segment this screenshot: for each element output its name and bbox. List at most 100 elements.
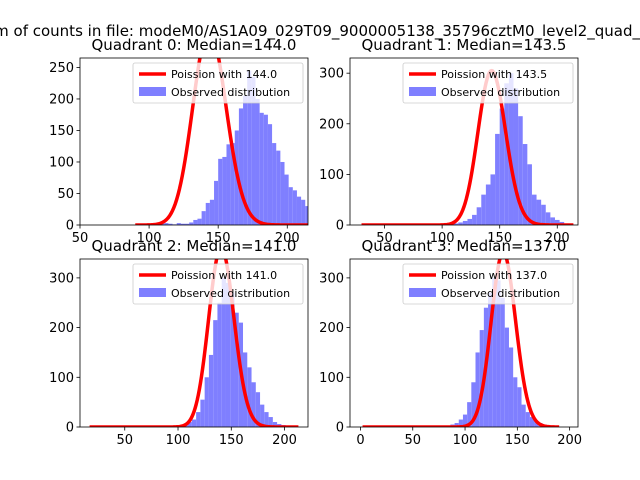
legend-label-observed: Observed distribution (171, 86, 290, 99)
histogram-bar (209, 199, 215, 225)
y-tick-label: 0 (336, 219, 344, 234)
histogram-bar (255, 98, 260, 225)
legend-label-poisson: Poission with 143.5 (441, 68, 547, 81)
histogram-bar (185, 223, 190, 225)
histogram-bar (462, 220, 468, 225)
y-tick-label: 50 (57, 187, 74, 202)
x-tick-label: 200 (557, 433, 582, 448)
histogram-bar (201, 211, 206, 225)
histogram-bar (472, 214, 477, 225)
histogram-bar (499, 108, 505, 225)
poisson-curve (360, 68, 574, 225)
x-tick-label: 100 (137, 231, 162, 246)
histogram-bar (176, 223, 181, 225)
y-tick-label: 100 (49, 371, 74, 386)
histogram-bar (476, 207, 482, 225)
histogram-bar (471, 382, 476, 427)
x-tick-label: 50 (404, 433, 421, 448)
histogram-bar (193, 219, 198, 225)
axes-frame (79, 258, 309, 428)
histogram-bar (260, 404, 265, 427)
histogram-bar (517, 387, 522, 427)
histogram-bar (490, 174, 496, 225)
histogram-bar (500, 297, 505, 427)
histogram-bar (217, 302, 222, 427)
legend-label-observed: Observed distribution (171, 287, 290, 300)
axes-frame (349, 57, 579, 226)
x-tick-label: 150 (487, 231, 512, 246)
y-tick-label: 250 (49, 61, 74, 76)
histogram-bar (213, 320, 218, 427)
legend-label-poisson: Poission with 137.0 (441, 269, 547, 282)
histogram-bar (234, 312, 239, 427)
histogram-bar (495, 133, 500, 225)
histogram-bar (314, 219, 318, 225)
legend-label-observed: Observed distribution (441, 86, 560, 99)
histogram-bar (513, 88, 519, 225)
legend-label-poisson: Poission with 141.0 (171, 269, 277, 282)
histogram-bar (488, 292, 493, 427)
y-tick-label: 200 (49, 321, 74, 336)
axes-frame (349, 258, 579, 428)
subplot-title: Quadrant 0: Median=144.0 (92, 36, 297, 54)
histogram-bar (525, 412, 530, 427)
histogram-bar (318, 220, 322, 225)
histogram-bar (529, 417, 535, 427)
histogram-bar (191, 419, 197, 427)
histogram-bar (518, 116, 523, 225)
histogram-bar (247, 70, 252, 225)
histogram-bar (534, 421, 539, 427)
y-tick-label: 300 (319, 67, 344, 82)
histogram-bar (492, 277, 497, 427)
y-tick-label: 150 (49, 124, 74, 139)
histogram-bar (214, 180, 219, 225)
histogram-bar (453, 223, 459, 225)
histogram-bar (230, 292, 235, 427)
legend-box (132, 263, 304, 305)
histogram-bar (288, 187, 293, 225)
histogram-bar (168, 223, 173, 225)
histogram-bar (221, 277, 226, 427)
poisson-curve (88, 259, 300, 427)
histogram-bar (496, 280, 501, 427)
histogram-bar (196, 412, 201, 427)
histogram-bar (225, 282, 231, 427)
histogram-bar (238, 108, 244, 225)
histogram-bar (521, 404, 526, 427)
histogram-bar (267, 124, 273, 225)
legend: Poission with 144.0 Observed distribution (132, 62, 304, 104)
histogram-bar (322, 222, 326, 225)
histogram-bar (475, 352, 480, 427)
figure-suptitle: Histogram of counts in file: modeM0/AS1A… (0, 22, 640, 41)
legend: Poission with 143.5 Observed distribution (402, 62, 574, 104)
histogram-bar (276, 150, 281, 225)
histogram-bar (541, 204, 546, 225)
legend: Poission with 141.0 Observed distribution (132, 263, 304, 305)
histogram-bar (263, 114, 268, 225)
histogram-bar (330, 224, 334, 225)
histogram-bar (204, 377, 209, 427)
x-tick-label: 50 (72, 231, 89, 246)
y-tick-label: 200 (319, 117, 344, 132)
legend-bar-swatch (139, 87, 166, 96)
histogram-bar (513, 377, 518, 427)
x-tick-label: 200 (545, 231, 570, 246)
y-tick-label: 0 (66, 421, 74, 436)
legend-box (402, 62, 574, 104)
histogram-bar (296, 196, 302, 225)
x-tick-label: 150 (505, 433, 530, 448)
subplot-title: Quadrant 3: Median=137.0 (362, 237, 567, 255)
histogram-bar (508, 347, 514, 427)
histogram-bar (164, 223, 169, 225)
histogram-bar (531, 194, 537, 225)
legend: Poission with 137.0 Observed distribution (402, 263, 574, 305)
histogram-bar (508, 73, 514, 225)
y-tick-label: 200 (49, 92, 74, 107)
x-tick-label: 200 (275, 231, 300, 246)
histogram-bar (550, 217, 555, 225)
histogram-bar (284, 174, 289, 225)
histogram-bar (222, 156, 227, 225)
legend-bar-swatch (139, 288, 166, 297)
